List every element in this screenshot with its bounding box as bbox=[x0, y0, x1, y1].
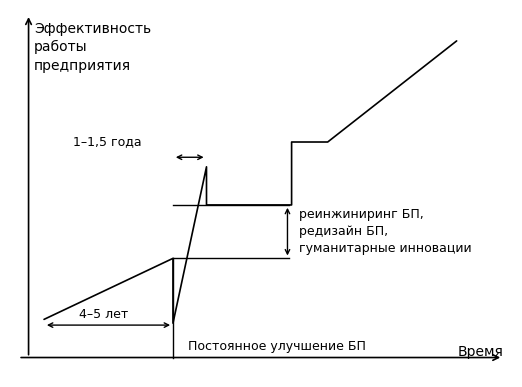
Text: реинжиниринг БП,
редизайн БП,
гуманитарные инновации: реинжиниринг БП, редизайн БП, гуманитарн… bbox=[299, 208, 472, 255]
Text: Эффективность
работы
предприятия: Эффективность работы предприятия bbox=[34, 22, 151, 73]
Text: 1–1,5 года: 1–1,5 года bbox=[74, 135, 142, 148]
Text: Время: Время bbox=[457, 345, 503, 359]
Text: Постоянное улучшение БП: Постоянное улучшение БП bbox=[188, 339, 366, 353]
Text: 4–5 лет: 4–5 лет bbox=[79, 308, 128, 321]
